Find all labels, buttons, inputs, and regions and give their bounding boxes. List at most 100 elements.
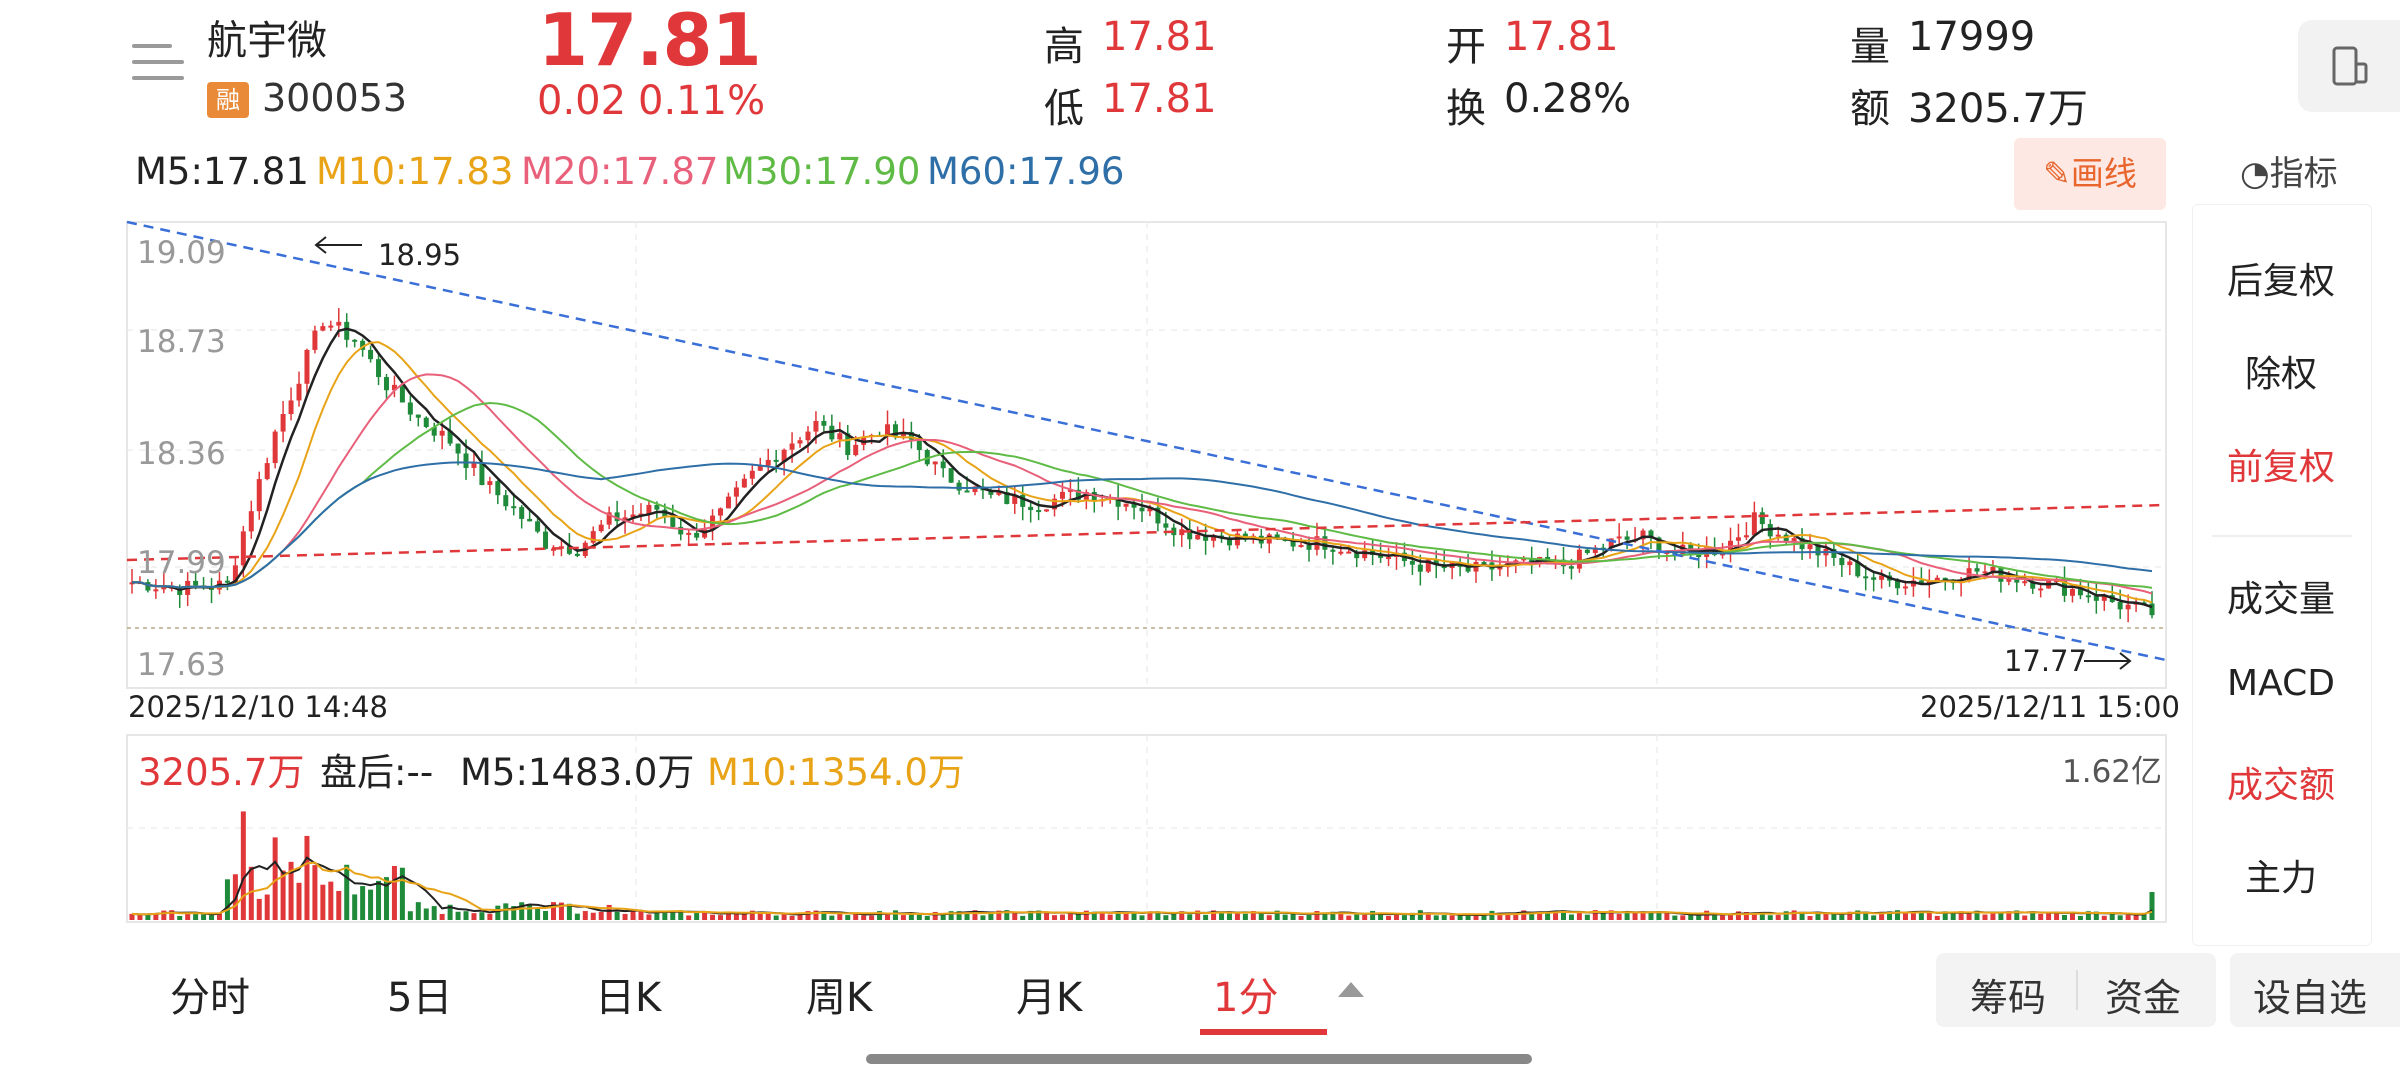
candle-body (153, 589, 159, 592)
tab-intraday[interactable]: 分时 (170, 975, 250, 1021)
draw-line-button[interactable]: ✎画线 (2014, 138, 2166, 210)
volume-bar (622, 913, 628, 920)
candle-body (2077, 589, 2083, 596)
candle-body (1044, 509, 1050, 512)
adjust-backward-button[interactable]: 后复权 (2226, 261, 2335, 302)
candle-body (256, 479, 262, 512)
volume-bar (224, 879, 230, 920)
candle-body (1998, 566, 2004, 582)
candle-body (1012, 494, 1018, 504)
candle-body (280, 414, 286, 432)
candle-body (1743, 535, 1749, 538)
volume-bar (1831, 912, 1837, 920)
ma60-label: M60:17.96 (927, 150, 1125, 193)
caret-up-icon[interactable] (1338, 982, 1364, 997)
volume-bar (1195, 910, 1201, 920)
volume-bar (1433, 915, 1439, 920)
candle-body (1481, 562, 1487, 565)
candle-body (248, 511, 254, 532)
rotate-screen-button[interactable] (2298, 20, 2400, 112)
add-favorite-button[interactable] (2230, 953, 2400, 1027)
tab-daily-k[interactable]: 日K (595, 975, 662, 1021)
indicator-button[interactable]: ◔指标 (2240, 154, 2338, 194)
pencil-icon: ✎ (2043, 154, 2071, 193)
chips-button[interactable]: 筹码 (1970, 976, 2047, 1020)
candle-body (407, 402, 413, 415)
volume-indicator-button[interactable]: 成交量 (2226, 579, 2335, 620)
volume-bar (1568, 914, 1574, 920)
candle-body (1059, 491, 1065, 499)
volume-bar (1044, 911, 1050, 920)
adjustment-panel (2192, 204, 2372, 946)
tab-monthly-k[interactable]: 月K (1016, 975, 1083, 1021)
vol-ma10-line (131, 861, 2153, 916)
vol-max-label: 1.62亿 (2062, 754, 2163, 790)
candle-body (272, 431, 278, 464)
volume-bar (1020, 915, 1026, 920)
volume-bar (1266, 915, 1272, 920)
volume-bar (892, 910, 898, 920)
volume-bar (1449, 915, 1455, 920)
tab-1min[interactable]: 1分 (1213, 975, 1279, 1021)
menu-icon[interactable] (132, 40, 184, 84)
candle-body (304, 349, 310, 384)
candle-body (2085, 595, 2091, 598)
volume-bar (980, 915, 986, 920)
ex-rights-button[interactable]: 除权 (2244, 354, 2317, 395)
volume-bar (1537, 911, 1543, 920)
ma20-label: M20:17.87 (521, 150, 719, 193)
candle-body (1386, 557, 1392, 560)
candle-body (1863, 576, 1869, 579)
volume-bar (256, 898, 262, 920)
candle-body (694, 532, 700, 538)
volume-bar (1942, 911, 1948, 920)
volume-bar (1839, 914, 1845, 920)
low-annotation: 17.77 (2004, 644, 2088, 678)
arrow-right-head (2119, 652, 2132, 670)
ma10-label: M10:17.83 (316, 150, 514, 193)
macd-indicator-button[interactable]: MACD (2227, 663, 2335, 704)
tab-5day[interactable]: 5日 (387, 975, 453, 1021)
volume-bar (670, 910, 676, 920)
candle-body (1274, 534, 1280, 539)
candle-body (1067, 489, 1073, 492)
volume-bar (161, 910, 167, 920)
tab-weekly-k[interactable]: 周K (806, 975, 873, 1021)
volume-bar (1672, 915, 1678, 920)
volume-bar (1728, 914, 1734, 920)
candle-body (1902, 586, 1908, 589)
funds-button[interactable]: 资金 (2105, 976, 2182, 1020)
volume-bar (1036, 910, 1042, 920)
main-force-button[interactable]: 主力 (2244, 858, 2317, 899)
volume-bar (352, 894, 358, 920)
volume-bar (1481, 914, 1487, 920)
volume-bar (869, 915, 875, 920)
candle-body (1155, 507, 1161, 524)
volume-bar (654, 911, 660, 920)
volume-bar (1823, 913, 1829, 920)
volume-bar (558, 902, 564, 920)
volume-bar (455, 911, 461, 920)
candle-body (129, 582, 135, 585)
amount-indicator-button[interactable]: 成交额 (2226, 765, 2335, 806)
volume-bar (733, 912, 739, 920)
volume-bar (1298, 915, 1304, 920)
quote-header: 航宇微 融 300053 17.81 0.02 0.11% 高 17.81 低 … (0, 0, 2400, 132)
high-annotation: 18.95 (378, 238, 462, 272)
candle-body (805, 431, 811, 441)
candle-body (1195, 534, 1201, 540)
volume-bar (694, 911, 700, 920)
volume-bar (1274, 910, 1280, 920)
candle-body (1052, 498, 1058, 510)
volume-bar (1362, 914, 1368, 920)
candle-body (439, 430, 445, 436)
volume-bar (718, 915, 724, 920)
home-indicator[interactable] (866, 1054, 1532, 1064)
volume-bar (996, 910, 1002, 920)
adjust-forward-button[interactable]: 前复权 (2226, 447, 2335, 488)
volume-bar (1958, 911, 1964, 920)
volume-bar (1370, 910, 1376, 920)
candle-body (1855, 561, 1861, 577)
volume-bar (710, 914, 716, 920)
